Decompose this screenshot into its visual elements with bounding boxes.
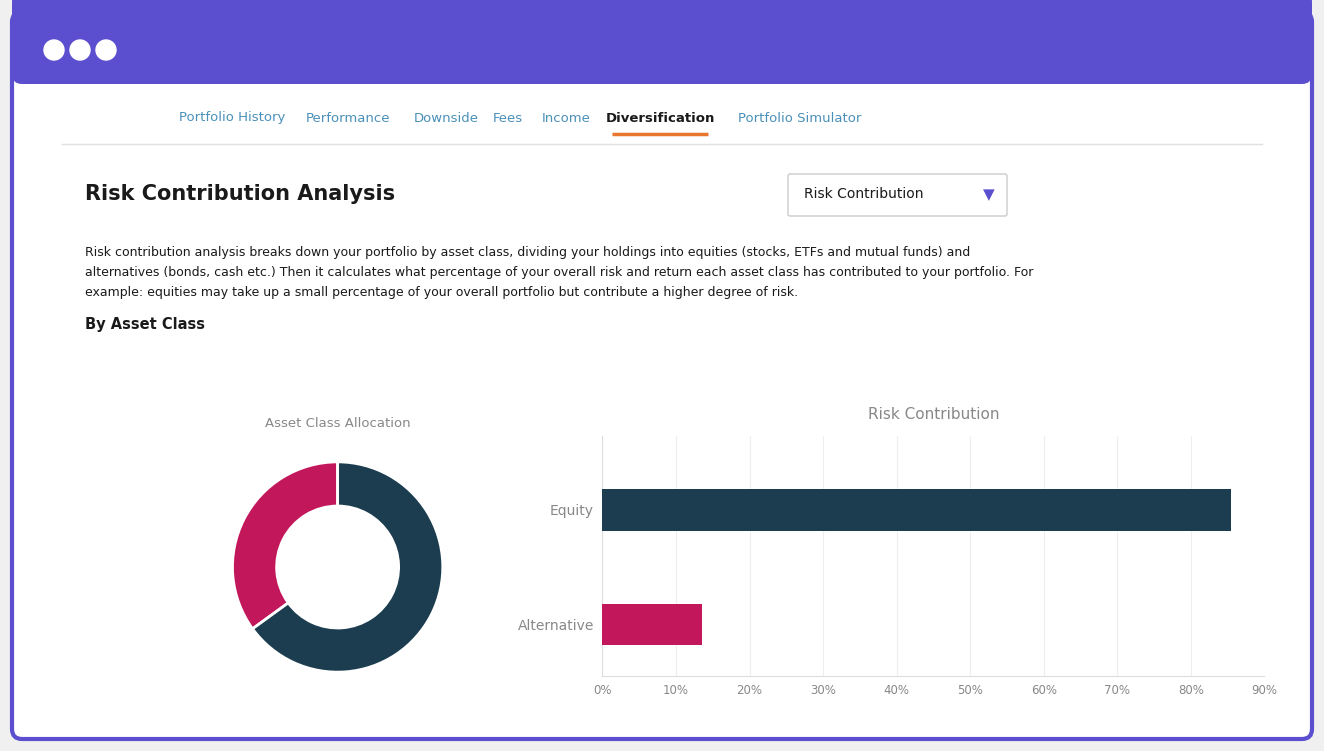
Text: Risk Contribution: Risk Contribution bbox=[804, 187, 924, 201]
Wedge shape bbox=[233, 462, 338, 629]
Text: example: equities may take up a small percentage of your overall portfolio but c: example: equities may take up a small pe… bbox=[85, 286, 798, 299]
Circle shape bbox=[44, 40, 64, 60]
Text: Diversification: Diversification bbox=[605, 111, 715, 125]
Bar bbox=[602, 490, 1231, 530]
Text: Portfolio Simulator: Portfolio Simulator bbox=[739, 111, 862, 125]
FancyBboxPatch shape bbox=[12, 0, 1312, 84]
Text: Risk contribution analysis breaks down your portfolio by asset class, dividing y: Risk contribution analysis breaks down y… bbox=[85, 246, 970, 259]
Text: Portfolio History: Portfolio History bbox=[179, 111, 285, 125]
Text: Risk Contribution Analysis: Risk Contribution Analysis bbox=[85, 184, 395, 204]
Text: ▼: ▼ bbox=[982, 188, 994, 203]
Text: Downside: Downside bbox=[413, 111, 478, 125]
FancyBboxPatch shape bbox=[12, 12, 1312, 739]
Title: Asset Class Allocation: Asset Class Allocation bbox=[265, 418, 410, 430]
Title: Risk Contribution: Risk Contribution bbox=[867, 407, 1000, 422]
Text: alternatives (bonds, cash etc.) Then it calculates what percentage of your overa: alternatives (bonds, cash etc.) Then it … bbox=[85, 266, 1033, 279]
FancyBboxPatch shape bbox=[788, 174, 1008, 216]
Text: By Asset Class: By Asset Class bbox=[85, 316, 205, 331]
Text: Income: Income bbox=[542, 111, 591, 125]
Circle shape bbox=[70, 40, 90, 60]
Text: Fees: Fees bbox=[493, 111, 523, 125]
Bar bbox=[602, 604, 702, 645]
Wedge shape bbox=[253, 462, 442, 672]
Text: Performance: Performance bbox=[306, 111, 391, 125]
Bar bbox=[23, 48, 1301, 74]
Circle shape bbox=[97, 40, 117, 60]
